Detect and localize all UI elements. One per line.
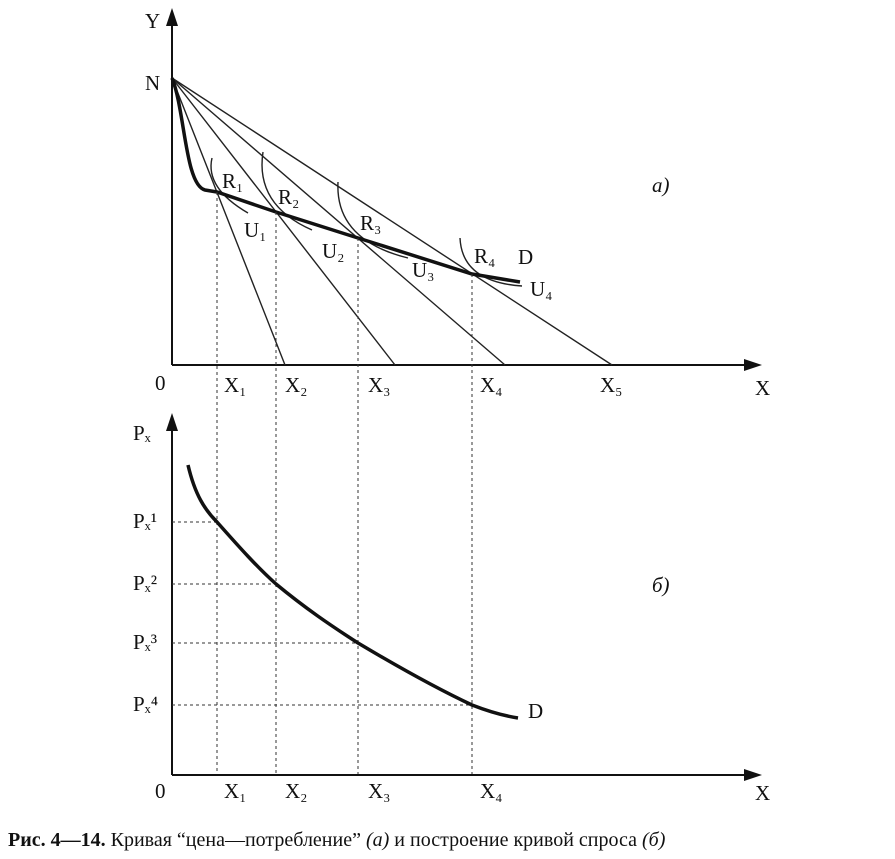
dashed-verticals	[216, 192, 473, 775]
caption-part: и построение кривой спроса	[394, 829, 637, 851]
label: Pₓ¹	[133, 509, 157, 533]
budget-line	[171, 77, 613, 366]
arrow	[744, 359, 762, 371]
caption: Рис. 4—14. Кривая “цена—потребление” (а)…	[8, 829, 666, 851]
dashed-horizontals	[172, 521, 472, 706]
label: X	[755, 376, 770, 400]
budget-lines	[171, 77, 613, 366]
label: Y	[145, 9, 160, 33]
label: X₂	[285, 373, 308, 397]
label: R₁	[222, 169, 243, 193]
label: X₅	[600, 373, 623, 397]
label: 0	[155, 371, 166, 395]
u-curve	[210, 157, 249, 214]
label: X₃	[368, 779, 391, 803]
u-curve	[261, 151, 313, 231]
label: 0	[155, 779, 166, 803]
label: D	[518, 245, 533, 269]
label: R₂	[278, 185, 299, 209]
label: R₃	[360, 211, 381, 235]
label: X₁	[224, 779, 247, 803]
label: X	[755, 781, 770, 805]
label: U₁	[244, 218, 267, 242]
label: N	[145, 71, 160, 95]
indifference-curves	[210, 151, 523, 287]
label: Pₓ³	[133, 630, 157, 654]
arrow	[166, 8, 178, 26]
label: X₄	[480, 373, 503, 397]
u-curve	[337, 181, 409, 259]
demand-curve	[186, 464, 519, 720]
label: X₁	[224, 373, 247, 397]
label: U₄	[530, 277, 553, 301]
top-axes	[166, 8, 762, 371]
arrow	[166, 413, 178, 431]
label: Pₓ⁴	[133, 692, 158, 716]
arrow	[744, 769, 762, 781]
u-curve	[459, 237, 523, 287]
label: Pₓ²	[133, 571, 157, 595]
label: D	[528, 699, 543, 723]
label: U₃	[412, 258, 435, 282]
budget-line	[171, 77, 286, 366]
label: X₃	[368, 373, 391, 397]
budget-line	[171, 77, 506, 366]
label: X₂	[285, 779, 308, 803]
caption-part: (б)	[642, 829, 666, 851]
caption-part: (а)	[366, 829, 390, 851]
label: R₄	[474, 244, 495, 268]
label: X₄	[480, 779, 503, 803]
caption-part: Рис. 4—14.	[8, 829, 106, 851]
bottom-axes	[166, 413, 762, 781]
label: а)	[652, 173, 670, 197]
label: U₂	[322, 239, 345, 263]
price-consumption-curve	[170, 77, 521, 284]
label: б)	[652, 573, 670, 597]
label: Pₓ	[133, 421, 152, 445]
caption-part: Кривая “цена—потребление”	[111, 829, 361, 851]
